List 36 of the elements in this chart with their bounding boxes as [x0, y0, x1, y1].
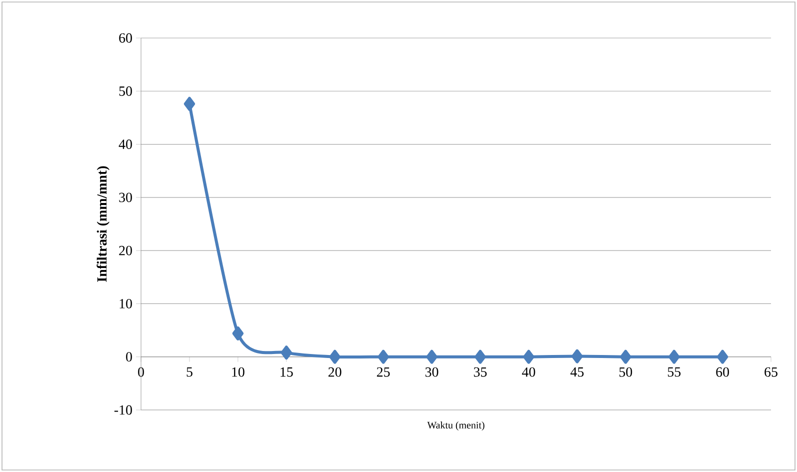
point [378, 350, 389, 364]
point [668, 350, 680, 364]
x-tick-label: 15 [280, 367, 293, 377]
y-tick-label: 0 [126, 352, 132, 362]
point [572, 349, 583, 364]
point [232, 326, 244, 340]
y-tick-label: 60 [119, 33, 132, 43]
point [329, 350, 340, 364]
y-tick-label: 50 [119, 86, 132, 96]
x-tick-label: 40 [522, 367, 536, 377]
point [474, 350, 486, 364]
x-axis-title: Waktu (menit) [427, 421, 484, 431]
x-tick-label: 45 [570, 367, 584, 377]
x-tick-label: 50 [619, 367, 632, 377]
point [184, 96, 196, 111]
point [426, 350, 438, 364]
x-tick-label: 5 [186, 367, 192, 377]
y-tick-label: 30 [119, 192, 132, 202]
x-tick-label: 10 [232, 367, 244, 377]
x-tick-label: 20 [328, 367, 342, 377]
x-tick-label: 55 [668, 367, 681, 377]
x-tick-label: 0 [138, 367, 144, 377]
point [716, 350, 728, 364]
x-tick-label: 30 [425, 367, 438, 377]
y-tick-label: 40 [118, 140, 132, 149]
point [523, 350, 534, 364]
x-tick-label: 65 [764, 367, 778, 377]
x-tick-label: 60 [716, 367, 729, 377]
y-tick-label: 20 [119, 246, 132, 256]
x-tick-label: 35 [474, 367, 487, 377]
x-tick-label: 25 [376, 367, 390, 377]
y-tick-label: -10 [114, 405, 132, 415]
point [280, 346, 292, 360]
point [620, 350, 632, 364]
y-tick-label: 10 [120, 298, 132, 308]
y-axis-title: Infiltrasi (mm/mnt) [96, 166, 110, 282]
